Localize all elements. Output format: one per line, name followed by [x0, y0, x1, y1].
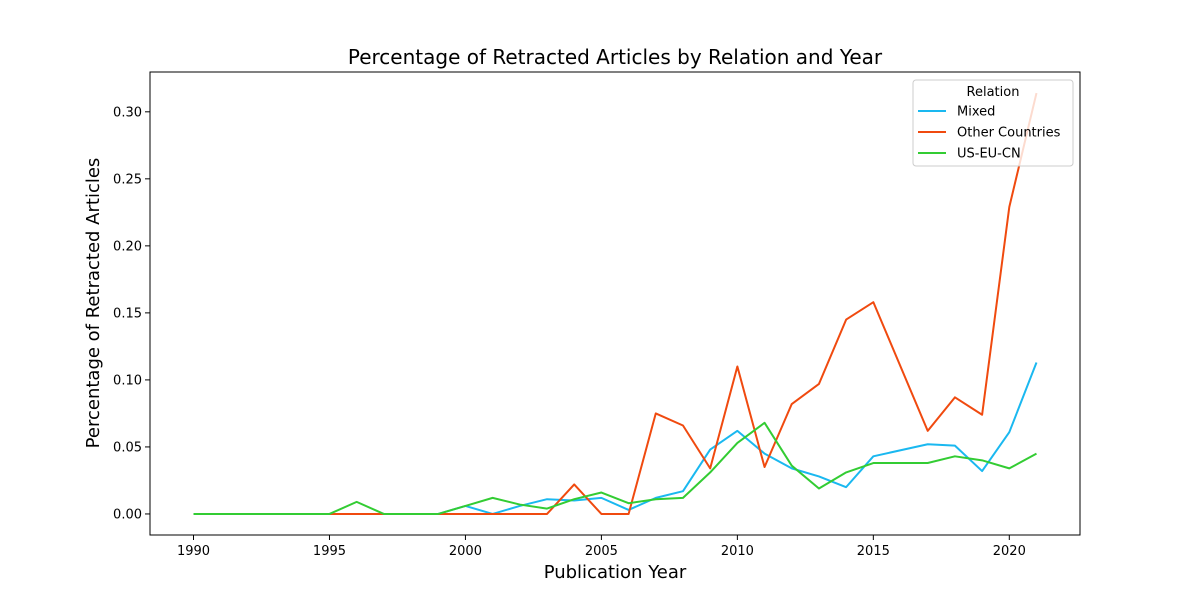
legend: Relation Mixed Other Countries US-EU-CN: [912, 79, 1074, 167]
y-axis-ticks: 0.00 0.05 0.10 0.15 0.20 0.25 0.30: [113, 105, 150, 522]
x-tick-label: 1990: [177, 544, 210, 559]
x-tick-label: 2005: [585, 544, 618, 559]
y-tick-label: 0.20: [113, 239, 142, 254]
y-tick-label: 0.30: [113, 105, 142, 120]
x-axis-label: Publication Year: [544, 562, 687, 583]
series-lines: [193, 92, 1038, 515]
legend-label-mixed: Mixed: [957, 105, 995, 120]
x-axis-ticks: 1990 1995 2000 2005 2010 2015 2020: [177, 535, 1026, 559]
series-line-mixed: [193, 362, 1038, 515]
x-tick-label: 2000: [449, 544, 482, 559]
series-line-other-countries: [329, 92, 1038, 515]
y-tick-label: 0.00: [113, 507, 142, 522]
legend-label-other-countries: Other Countries: [957, 126, 1061, 141]
legend-items: Mixed Other Countries US-EU-CN: [918, 105, 1061, 162]
legend-label-us-eu-cn: US-EU-CN: [957, 147, 1021, 162]
plot-frame: [149, 71, 1081, 536]
x-tick-label: 2015: [857, 544, 890, 559]
legend-box: [912, 79, 1074, 167]
series-line-us-eu-cn: [193, 421, 1037, 515]
y-axis-label: Percentage of Retracted Articles: [83, 158, 104, 449]
x-tick-label: 1995: [313, 544, 346, 559]
x-tick-label: 2020: [993, 544, 1026, 559]
plot-area: 1990 1995 2000 2005 2010 2015 2020 0.00 0.05 0.1…: [113, 71, 1081, 559]
y-tick-label: 0.05: [113, 440, 142, 455]
chart-title: Percentage of Retracted Articles by Rela…: [348, 45, 883, 69]
x-tick-label: 2010: [721, 544, 754, 559]
y-tick-label: 0.10: [113, 373, 142, 388]
legend-title: Relation: [967, 85, 1020, 100]
y-tick-label: 0.25: [113, 172, 142, 187]
y-tick-label: 0.15: [113, 306, 142, 321]
